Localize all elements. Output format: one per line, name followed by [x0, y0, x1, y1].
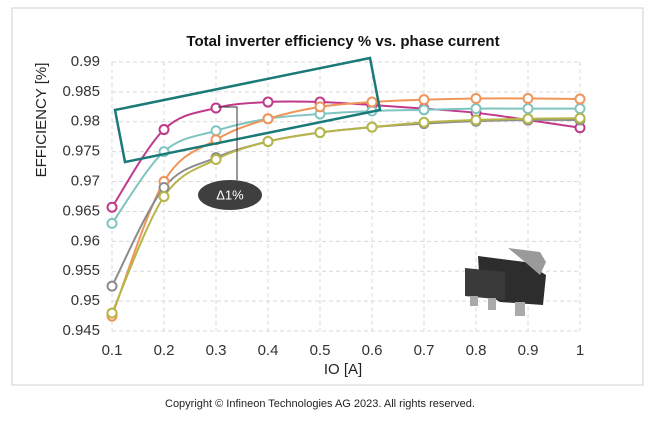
data-point — [470, 103, 482, 115]
x-tick-label: 0.4 — [258, 342, 279, 359]
y-tick-label: 0.975 — [62, 143, 100, 160]
x-tick-label: 0.7 — [414, 342, 435, 359]
data-point — [470, 92, 482, 104]
annotation-badge — [198, 180, 262, 210]
y-tick-label: 0.98 — [71, 113, 100, 130]
data-point — [366, 96, 378, 108]
highlight-box — [113, 56, 382, 164]
leader-line — [218, 106, 238, 180]
data-point — [522, 92, 534, 104]
x-tick-label: 0.8 — [466, 342, 487, 359]
x-tick-label: 0.6 — [362, 342, 383, 359]
data-point — [158, 191, 170, 202]
data-point — [366, 121, 378, 133]
data-point — [158, 182, 170, 194]
data-point — [210, 153, 222, 165]
data-point — [314, 127, 326, 139]
chart-frame — [11, 7, 644, 386]
data-point — [418, 116, 430, 128]
data-point — [418, 104, 430, 116]
x-tick-label: 0.2 — [154, 342, 175, 359]
x-axis-label: IO [A] — [324, 361, 362, 378]
y-tick-label: 0.945 — [62, 322, 100, 339]
data-point — [574, 112, 586, 124]
y-tick-label: 0.97 — [71, 173, 100, 190]
data-point — [418, 94, 430, 106]
data-point — [106, 201, 118, 213]
data-point — [262, 113, 274, 125]
data-point — [574, 93, 586, 105]
data-point — [470, 114, 482, 126]
chip-illustration — [465, 248, 546, 316]
y-tick-label: 0.965 — [62, 202, 100, 219]
data-point — [314, 101, 326, 113]
chart-title: Total inverter efficiency % vs. phase cu… — [186, 33, 499, 50]
data-point — [262, 136, 274, 148]
data-point — [158, 124, 170, 136]
data-point — [210, 125, 222, 137]
y-tick-label: 0.96 — [71, 232, 100, 249]
series-line — [111, 107, 580, 224]
x-tick-label: 0.3 — [206, 342, 227, 359]
data-point — [106, 217, 118, 229]
series-line — [111, 100, 581, 208]
data-point — [522, 103, 534, 115]
data-point — [574, 103, 586, 115]
data-point — [210, 102, 222, 114]
copyright: Copyright © Infineon Technologies AG 202… — [165, 398, 475, 410]
annotation: Δ1% — [216, 187, 244, 202]
data-point — [106, 280, 118, 292]
y-tick-label: 0.99 — [71, 53, 100, 70]
y-tick-label: 0.95 — [71, 292, 100, 309]
data-point — [262, 96, 274, 108]
data-point — [106, 307, 118, 319]
x-tick-label: 0.5 — [310, 342, 331, 359]
x-tick-label: 1 — [576, 342, 584, 359]
y-tick-label: 0.985 — [62, 83, 100, 100]
x-tick-label: 0.1 — [102, 342, 123, 359]
plot — [106, 92, 586, 322]
data-point — [522, 113, 534, 125]
x-tick-label: 0.9 — [518, 342, 539, 359]
y-tick-label: 0.955 — [62, 262, 100, 279]
y-axis-label: EFFICIENCY [%] — [33, 63, 50, 178]
